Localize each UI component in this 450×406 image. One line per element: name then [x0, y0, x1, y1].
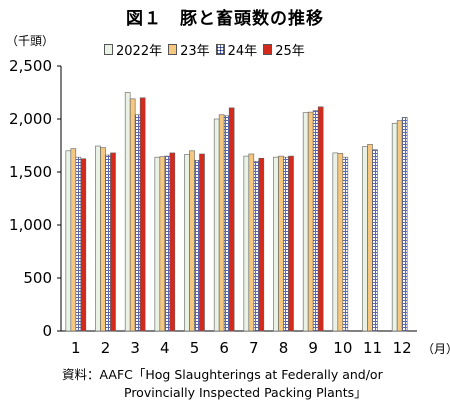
- bar-25年-7: [258, 157, 265, 332]
- bar-2022年-10: [332, 152, 339, 332]
- bar-23年-10: [337, 153, 344, 332]
- bar-24年-9: [312, 110, 319, 332]
- bar-23年-2: [100, 147, 106, 332]
- x-tick-label: 12: [393, 339, 412, 357]
- bar-23年-7: [248, 153, 255, 332]
- y-axis-unit-label: （千頭）: [6, 34, 55, 48]
- x-tick-label: 3: [130, 339, 140, 357]
- bar-2022年-11: [362, 146, 368, 332]
- bar-24年-8: [283, 156, 289, 332]
- bar-24年-5: [194, 160, 200, 332]
- legend-item: 24年: [215, 40, 258, 59]
- source-line-2: Provincially Inspected Packing Plants」: [124, 385, 367, 400]
- bar-2022年-8: [273, 156, 279, 332]
- x-tick-label: 5: [190, 339, 200, 357]
- bar-24年-1: [75, 156, 82, 332]
- legend-swatch: [215, 43, 225, 55]
- source-note: 資料：AAFC「Hog Slaughterings at Federally a…: [0, 366, 450, 402]
- x-axis-unit-label: （月）: [422, 342, 450, 356]
- x-tick-label: 8: [279, 339, 289, 357]
- x-tick-label: 2: [101, 339, 111, 357]
- bar-2022年-5: [184, 154, 190, 332]
- source-line-1: 資料：AAFC「Hog Slaughterings at Federally a…: [62, 367, 383, 382]
- bar-23年-5: [189, 150, 195, 332]
- bar-2022年-9: [302, 112, 309, 332]
- legend-label: 25年: [275, 43, 305, 59]
- bar-25年-3: [139, 97, 146, 332]
- y-tick-label: 1,500: [9, 163, 52, 181]
- legend: 2022年 23年 24年 25年: [104, 40, 311, 59]
- chart-title: 図１ 豚と畜頭数の推移: [126, 9, 324, 29]
- bar-2022年-2: [95, 145, 101, 332]
- bar-23年-6: [218, 114, 225, 332]
- bar-2022年-6: [213, 118, 220, 332]
- bar-25年-1: [80, 158, 87, 332]
- bar-2022年-4: [154, 156, 161, 332]
- x-tick-label: 6: [219, 339, 229, 357]
- bar-25年-2: [110, 152, 116, 332]
- legend-label: 24年: [227, 43, 258, 59]
- bar-24年-10: [342, 156, 349, 332]
- bar-24年-2: [105, 154, 111, 332]
- bar-24年-4: [164, 155, 171, 332]
- bar-23年-12: [396, 120, 403, 332]
- legend-swatch: [168, 43, 178, 55]
- x-tick-label: 7: [249, 339, 259, 357]
- bar-24年-6: [223, 115, 230, 332]
- bar-23年-11: [367, 144, 373, 332]
- bar-24年-12: [401, 117, 408, 332]
- legend-label: 2022年: [116, 43, 163, 59]
- legend-label: 23年: [180, 43, 210, 59]
- bar-2022年-3: [124, 92, 131, 332]
- legend-item: 23年: [168, 40, 210, 59]
- legend-swatch: [104, 43, 113, 55]
- legend-item: 2022年: [104, 40, 162, 59]
- bar-23年-8: [278, 155, 284, 332]
- x-tick-label: 9: [308, 339, 318, 357]
- bar-24年-3: [134, 114, 141, 332]
- legend-item: 25年: [263, 40, 305, 59]
- bar-24年-7: [253, 161, 260, 332]
- y-tick-label: 1,000: [9, 216, 52, 234]
- bar-25年-4: [169, 152, 176, 332]
- bar-2022年-12: [391, 122, 398, 332]
- legend-swatch: [263, 43, 273, 55]
- y-tick-label: 2,500: [9, 57, 52, 75]
- y-tick-label: 500: [23, 269, 52, 287]
- bar-23年-4: [159, 156, 166, 332]
- bar-25年-5: [199, 153, 205, 332]
- bar-25年-6: [228, 107, 235, 332]
- bar-25年-8: [288, 155, 294, 332]
- x-tick-label: 1: [71, 339, 81, 357]
- bar-2022年-1: [65, 150, 72, 332]
- bar-2022年-7: [243, 155, 250, 332]
- y-tick-label: 2,000: [9, 110, 52, 128]
- bar-25年-9: [317, 106, 324, 332]
- bar-23年-1: [70, 148, 77, 332]
- bar-23年-9: [307, 111, 314, 332]
- bar-23年-3: [129, 98, 136, 332]
- y-tick-label: 0: [42, 322, 52, 340]
- bar-24年-11: [372, 149, 378, 332]
- x-tick-label: 11: [363, 339, 382, 357]
- x-tick-label: 4: [160, 339, 170, 357]
- x-tick-label: 10: [333, 339, 352, 357]
